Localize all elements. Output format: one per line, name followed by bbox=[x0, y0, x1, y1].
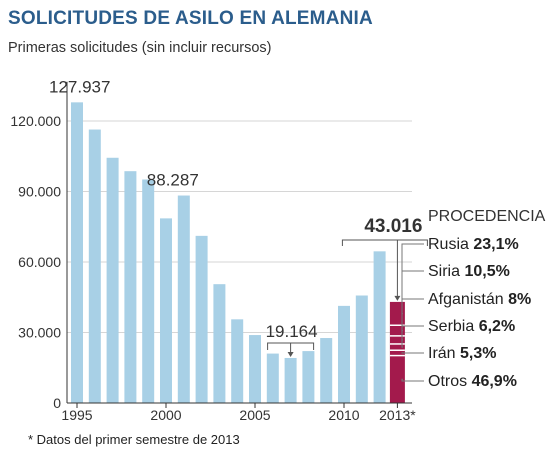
x-tick-label: 2010 bbox=[328, 407, 359, 423]
annotation-arrow bbox=[287, 351, 294, 357]
x-tick-label: 2013* bbox=[379, 407, 416, 423]
breakdown-leader bbox=[401, 270, 424, 332]
bar bbox=[389, 301, 405, 403]
breakdown-item-name: Siria bbox=[428, 263, 464, 280]
y-tick-label: 30.000 bbox=[18, 325, 61, 341]
data-label: 127.937 bbox=[49, 77, 110, 96]
breakdown-item-pct: 10,5% bbox=[464, 263, 509, 280]
breakdown-item: Serbia 6,2% bbox=[428, 318, 515, 335]
y-tick-label: 0 bbox=[53, 395, 61, 411]
bar bbox=[284, 357, 297, 403]
breakdown-item-pct: 6,2% bbox=[479, 318, 515, 335]
bar bbox=[373, 251, 386, 403]
breakdown-item-name: Irán bbox=[428, 345, 460, 362]
y-tick-label: 90.000 bbox=[18, 184, 61, 200]
breakdown-item-pct: 46,9% bbox=[472, 373, 517, 390]
breakdown-item-pct: 8% bbox=[508, 291, 531, 308]
bar bbox=[88, 129, 101, 404]
x-tick-label: 1995 bbox=[61, 407, 92, 423]
bar bbox=[266, 353, 279, 403]
bar bbox=[231, 319, 244, 403]
data-label: 88.287 bbox=[147, 171, 199, 190]
breakdown-item-name: Otros bbox=[428, 373, 472, 390]
bar bbox=[338, 305, 350, 403]
breakdown-item: Rusia 23,1% bbox=[428, 236, 519, 253]
breakdown-item-pct: 23,1% bbox=[473, 236, 518, 253]
annotation-arrow bbox=[394, 295, 401, 301]
breakdown-item-name: Rusia bbox=[428, 236, 473, 253]
bar bbox=[320, 338, 333, 403]
data-label: 19.164 bbox=[266, 322, 318, 341]
annotation-bracket bbox=[341, 239, 428, 246]
breakdown-leader bbox=[401, 243, 424, 315]
bar bbox=[106, 157, 119, 403]
breakdown-item: Afganistán 8% bbox=[428, 291, 531, 308]
breakdown-item: Otros 46,9% bbox=[428, 373, 517, 390]
chart-subtitle: Primeras solicitudes (sin incluir recurs… bbox=[8, 40, 272, 56]
y-tick-label: 60.000 bbox=[18, 254, 61, 270]
x-tick-label: 2000 bbox=[150, 407, 181, 423]
breakdown-item: Irán 5,3% bbox=[428, 345, 496, 362]
bar bbox=[142, 179, 155, 403]
bar bbox=[355, 295, 368, 403]
y-tick-label: 120.000 bbox=[10, 113, 61, 129]
breakdown-title: PROCEDENCIA bbox=[428, 208, 546, 225]
breakdown-leader bbox=[401, 378, 424, 382]
bar bbox=[71, 102, 83, 403]
x-tick-label: 2005 bbox=[239, 407, 270, 423]
breakdown-leader bbox=[401, 298, 424, 341]
breakdown-item-pct: 5,3% bbox=[460, 345, 496, 362]
data-label-highlight: 43.016 bbox=[364, 216, 422, 237]
bar bbox=[124, 171, 137, 403]
bar bbox=[195, 235, 208, 403]
chart-title: SOLICITUDES DE ASILO EN ALEMANIA bbox=[8, 8, 373, 29]
bar bbox=[302, 351, 315, 403]
breakdown-item-name: Afganistán bbox=[428, 291, 508, 308]
footnote: * Datos del primer semestre de 2013 bbox=[28, 432, 240, 447]
bar bbox=[160, 218, 172, 403]
breakdown-item: Siria 10,5% bbox=[428, 263, 510, 280]
breakdown-leader bbox=[401, 325, 424, 348]
bar bbox=[249, 335, 261, 403]
bar bbox=[177, 195, 190, 403]
bar bbox=[213, 284, 226, 403]
breakdown-item-name: Serbia bbox=[428, 318, 479, 335]
